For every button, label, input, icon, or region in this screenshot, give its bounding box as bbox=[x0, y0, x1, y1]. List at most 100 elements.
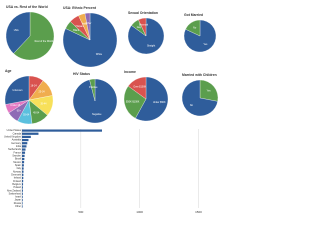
y-tick-label: Poland bbox=[14, 186, 22, 189]
y-tick-label: Belgium bbox=[12, 183, 21, 186]
slice-label: Under $50K bbox=[153, 101, 166, 104]
pie-title: USA: Ethnic Percent bbox=[63, 6, 97, 10]
bar bbox=[22, 176, 24, 180]
bar bbox=[22, 132, 39, 135]
y-tick-label: France bbox=[14, 151, 22, 154]
pie-slice bbox=[185, 19, 201, 37]
pie-slice bbox=[13, 11, 55, 61]
slice-label: Rest of the World bbox=[35, 40, 54, 43]
pie-slice bbox=[84, 12, 91, 41]
pie-slice bbox=[123, 85, 147, 119]
slice-label: Yes bbox=[207, 90, 212, 93]
slice-label: $50K-$100K bbox=[126, 101, 140, 104]
bar bbox=[22, 180, 24, 183]
pie-slice bbox=[181, 79, 218, 117]
bar bbox=[22, 202, 23, 205]
bar bbox=[22, 192, 23, 195]
pie-title: HIV Status bbox=[73, 72, 90, 76]
slice-label: Unknown bbox=[13, 89, 24, 92]
y-tick-label: Mexico bbox=[13, 161, 21, 164]
pie-slice bbox=[138, 17, 147, 37]
pie-slice bbox=[199, 79, 219, 102]
y-tick-label: Israel bbox=[15, 196, 21, 199]
y-tick-label: Other bbox=[15, 205, 21, 208]
bar bbox=[22, 170, 24, 173]
bar bbox=[22, 167, 24, 170]
pie-title: Married with Children bbox=[182, 73, 217, 77]
bar bbox=[22, 129, 102, 132]
y-tick-label: United States bbox=[7, 129, 22, 132]
y-tick-label: Denmark bbox=[11, 173, 22, 176]
bar bbox=[22, 164, 24, 167]
y-tick-label: Japan bbox=[14, 199, 21, 202]
bar bbox=[22, 151, 26, 154]
bar bbox=[22, 173, 24, 176]
slice-label: Bisexual bbox=[139, 24, 149, 27]
y-tick-label: Australia bbox=[12, 139, 22, 142]
slice-label: Gay bbox=[137, 26, 142, 29]
bar bbox=[22, 189, 23, 192]
slice-label: Other bbox=[85, 22, 91, 25]
page: {"chart_data": [ {"type": "pie", "title"… bbox=[3, 4, 219, 214]
bar bbox=[22, 183, 24, 186]
pie-title: Got Married bbox=[184, 13, 203, 17]
slice-label: Hispanic bbox=[76, 25, 86, 28]
pie-slice bbox=[89, 78, 96, 102]
bar bbox=[22, 186, 23, 189]
slice-label: No bbox=[193, 26, 197, 29]
y-tick-label: Ireland bbox=[14, 177, 22, 180]
slice-label: No bbox=[190, 104, 194, 107]
slice-label: 18-24 bbox=[31, 84, 38, 87]
dashboard: USA vs. Rest of the World Rest of the Wor… bbox=[4, 5, 219, 214]
y-tick-label: Norway bbox=[13, 170, 22, 173]
bar bbox=[22, 205, 23, 208]
slice-label: 25-34 bbox=[39, 91, 46, 94]
pie-slice bbox=[127, 76, 147, 100]
y-tick-label: Brazil bbox=[15, 158, 21, 161]
slice-label: USA bbox=[14, 29, 19, 32]
slice-label: Yes bbox=[203, 43, 208, 46]
slice-label: 65+ bbox=[17, 109, 22, 112]
slice-label: 35-44 bbox=[40, 102, 47, 105]
pie-slice bbox=[4, 75, 30, 105]
pie-slice bbox=[5, 11, 31, 54]
bar bbox=[22, 148, 26, 151]
x-tick-label: 1000 bbox=[136, 210, 143, 214]
y-tick-label: Switzerland bbox=[9, 192, 22, 195]
y-tick-label: United Kingdom bbox=[4, 136, 21, 139]
y-tick-label: Spain bbox=[15, 164, 22, 167]
slice-label: 45-54 bbox=[33, 112, 40, 115]
y-tick-label: Canada bbox=[13, 132, 22, 135]
y-tick-label: Italy bbox=[17, 167, 22, 170]
bar bbox=[22, 161, 25, 164]
pie-slice bbox=[183, 19, 217, 53]
bar bbox=[22, 142, 28, 145]
pie-title: USA vs. Rest of the World bbox=[6, 5, 48, 9]
pie-title: Sexual Orientation bbox=[128, 11, 158, 15]
y-tick-label: Netherlands bbox=[8, 148, 22, 151]
y-tick-label: New Zealand bbox=[7, 189, 22, 192]
bar bbox=[22, 145, 27, 148]
y-tick-label: Finland bbox=[13, 180, 22, 183]
slice-label: Asian bbox=[82, 23, 89, 26]
slice-label: White bbox=[96, 53, 103, 56]
x-tick-label: 1500 bbox=[195, 210, 202, 214]
slice-label: Black bbox=[73, 29, 80, 32]
slice-label: Positive bbox=[89, 86, 98, 89]
pie-slice bbox=[135, 76, 169, 122]
bar bbox=[22, 135, 31, 139]
bar bbox=[22, 138, 29, 142]
y-tick-label: Sweden bbox=[12, 155, 21, 158]
y-tick-label: Germany bbox=[11, 142, 22, 145]
bar bbox=[22, 198, 23, 202]
x-tick-label: 500 bbox=[78, 210, 83, 214]
y-tick-label: India bbox=[16, 145, 22, 148]
slice-label: Over $100K bbox=[133, 85, 146, 88]
bar bbox=[22, 195, 23, 199]
slice-label: Under 18 bbox=[10, 104, 21, 107]
bar bbox=[22, 157, 25, 161]
pie-title: Income bbox=[124, 70, 136, 74]
pie-title: Age bbox=[5, 69, 12, 73]
y-tick-label: Russia bbox=[14, 202, 22, 205]
slice-label: Negative bbox=[92, 113, 102, 116]
